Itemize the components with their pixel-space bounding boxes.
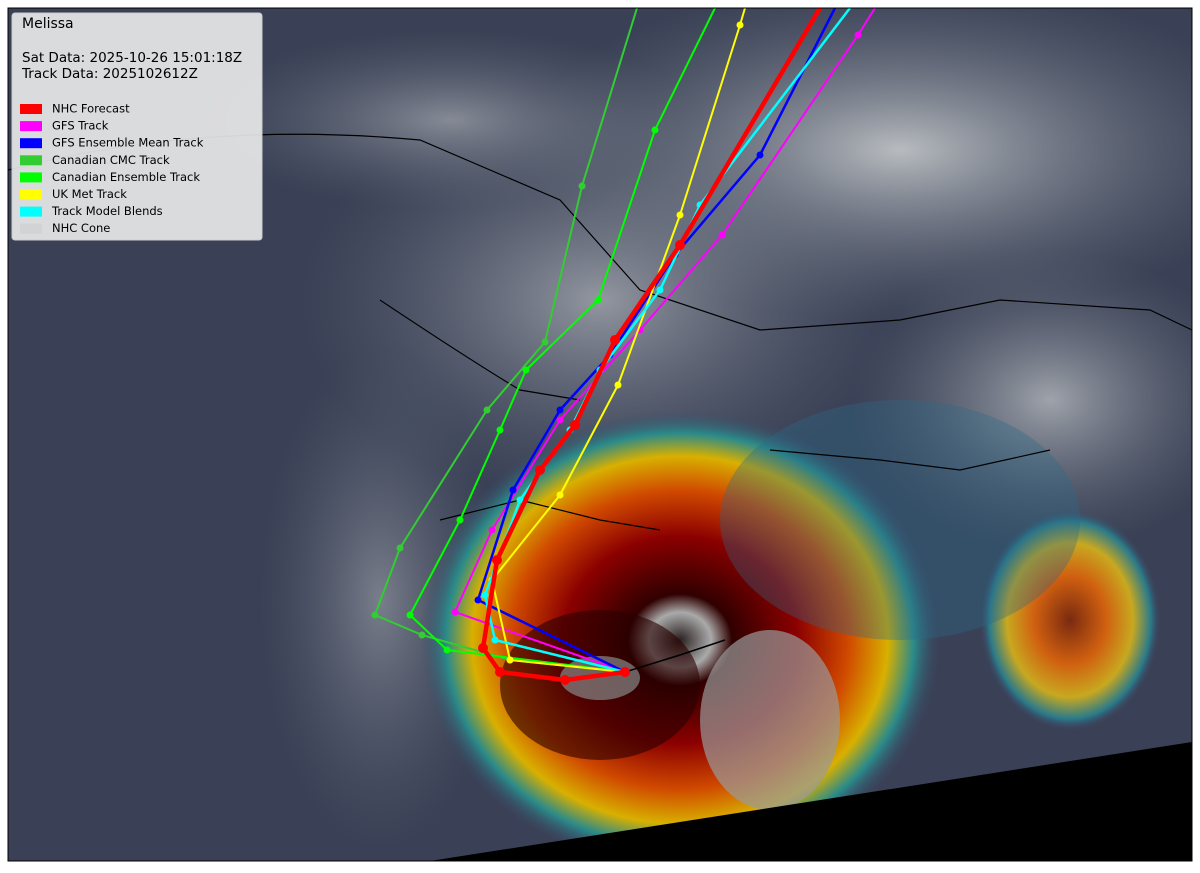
track-point — [736, 21, 744, 29]
track-point — [483, 406, 491, 414]
track-point — [478, 643, 488, 653]
track-point — [496, 426, 504, 434]
track-point — [396, 544, 404, 552]
legend-label: GFS Track — [52, 119, 109, 133]
track-point — [578, 182, 586, 190]
track-point — [620, 667, 630, 677]
legend-swatch — [20, 104, 42, 114]
track-point — [556, 416, 564, 424]
legend-swatch — [20, 223, 42, 234]
track-point — [456, 516, 464, 524]
track-point — [418, 631, 426, 639]
track-line — [476, 8, 837, 674]
track-point — [481, 591, 489, 599]
track-point — [676, 211, 684, 219]
track-point — [614, 381, 622, 389]
track-point — [474, 596, 482, 604]
legend: NHC Forecast GFS Track GFS Ensemble Mean T… — [20, 102, 204, 235]
track-point — [492, 555, 502, 565]
legend-label: Canadian Ensemble Track — [52, 170, 200, 184]
legend-label: NHC Cone — [52, 221, 110, 235]
legend-swatch — [20, 155, 42, 166]
track-point — [656, 286, 664, 294]
satellite-image — [8, 8, 1192, 861]
track-layer — [371, 8, 876, 685]
track-point — [509, 486, 517, 494]
track-point — [516, 496, 524, 504]
legend-label: GFS Ensemble Mean Track — [52, 136, 204, 150]
track-point — [610, 335, 620, 345]
legend-swatch — [20, 206, 42, 217]
track-point — [556, 406, 564, 414]
storm-name: Melissa — [22, 16, 74, 32]
track-point — [570, 420, 580, 430]
track-point — [854, 31, 862, 39]
legend-swatch — [20, 121, 42, 132]
track-point — [506, 656, 514, 664]
track-point — [495, 667, 505, 677]
track-point — [651, 126, 659, 134]
legend-label: UK Met Track — [52, 187, 127, 201]
track-line — [491, 8, 746, 673]
track-point — [488, 526, 496, 534]
legend-swatch — [20, 138, 42, 149]
track-point — [406, 611, 414, 619]
sat-data-time: Sat Data: 2025-10-26 15:01:18Z — [22, 50, 242, 66]
track-point — [535, 465, 545, 475]
legend-swatch — [20, 172, 42, 183]
legend-box — [11, 12, 263, 241]
track-point — [560, 675, 570, 685]
track-point — [371, 611, 379, 619]
track-point — [675, 240, 685, 250]
track-point — [451, 608, 459, 616]
legend-label: Track Model Blends — [51, 204, 163, 218]
track-point — [522, 366, 530, 374]
legend-label: NHC Forecast — [52, 102, 130, 116]
track-point — [718, 231, 726, 239]
track-point — [443, 646, 451, 654]
track-point — [541, 338, 549, 346]
track-point — [556, 491, 564, 499]
track-data-time: Track Data: 2025102612Z — [21, 66, 198, 82]
track-point — [491, 636, 499, 644]
legend-label: Canadian CMC Track — [52, 153, 170, 167]
track-line — [480, 8, 822, 683]
legend-swatch — [20, 189, 42, 200]
track-point — [756, 151, 764, 159]
track-point — [594, 296, 602, 304]
